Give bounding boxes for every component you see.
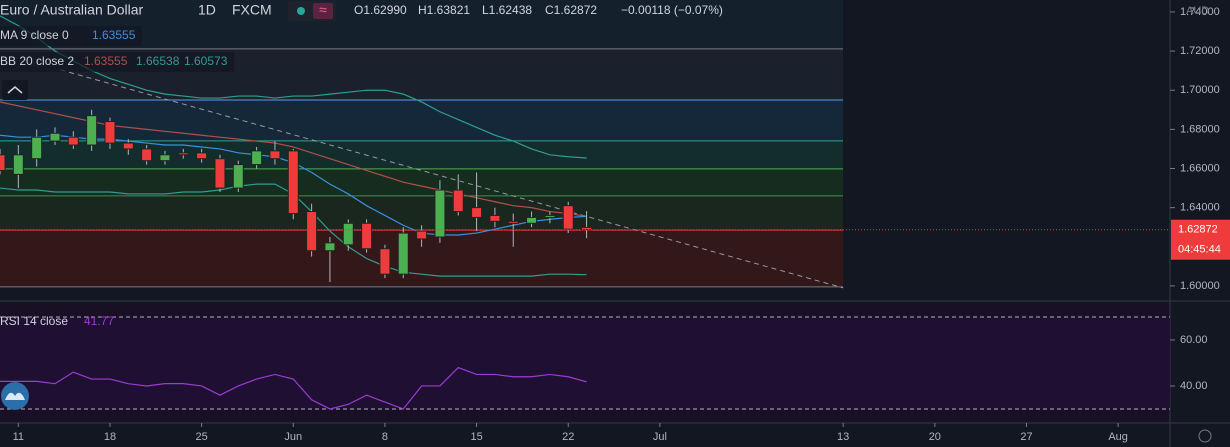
rsi-line xyxy=(0,366,587,410)
x-tick-label: 8 xyxy=(382,431,388,443)
candle-body xyxy=(196,152,208,160)
trend-line xyxy=(60,69,844,289)
ohlc-change: −0.00118 (−0.07%) xyxy=(621,3,723,17)
candle-body xyxy=(67,136,79,146)
candle-body xyxy=(562,205,574,230)
rsi-legend[interactable]: RSI 14 close xyxy=(0,314,68,328)
x-tick-label: 13 xyxy=(837,431,849,443)
candle-body xyxy=(0,154,6,171)
x-tick-label: 25 xyxy=(196,431,208,443)
rsi-value: 41.77 xyxy=(84,314,114,328)
y-tick-label: 1.72000 xyxy=(1180,45,1220,57)
y-tick-label: 1.64000 xyxy=(1180,202,1220,214)
source: FXCM xyxy=(232,2,272,18)
y-tick-label: 1.74000 xyxy=(1180,6,1220,18)
candle-body xyxy=(141,148,153,162)
bb-line xyxy=(0,15,587,159)
collapse-button[interactable] xyxy=(2,80,28,100)
zone-band xyxy=(0,195,843,231)
candle-body xyxy=(324,242,336,252)
bb-line xyxy=(0,101,587,217)
candle-body xyxy=(397,232,409,275)
collapse-icon xyxy=(7,86,23,94)
ma-legend[interactable]: MA 9 close 0 xyxy=(0,28,69,42)
x-tick-label: 15 xyxy=(470,431,482,443)
candle-body xyxy=(287,150,299,215)
candle-body xyxy=(489,214,501,222)
market-status-dot xyxy=(297,7,305,15)
x-tick-label: Jul xyxy=(653,431,667,443)
candle-body xyxy=(251,150,263,166)
x-tick-label: 27 xyxy=(1020,431,1032,443)
settings-icon[interactable] xyxy=(1198,429,1212,443)
interval: 1D xyxy=(198,2,216,18)
candle-body xyxy=(31,136,43,160)
bb-basis-value: 1.63555 xyxy=(84,54,128,68)
bb-legend[interactable]: BB 20 close 2 xyxy=(0,54,74,68)
symbol-title: Euro / Australian Dollar xyxy=(0,2,144,18)
rsi-y-tick-label: 40.00 xyxy=(1180,380,1208,392)
rsi-band-fill xyxy=(0,316,1170,409)
candle-body xyxy=(379,248,391,275)
x-tick-label: Aug xyxy=(1108,431,1128,443)
y-tick-label: 1.60000 xyxy=(1180,280,1220,292)
zone-band xyxy=(0,140,843,169)
candle-body xyxy=(544,214,556,218)
x-tick-label: Jun xyxy=(284,431,302,443)
ohlc-open: O1.62990 xyxy=(354,3,407,17)
x-tick-label: 22 xyxy=(562,431,574,443)
ma-value: 1.63555 xyxy=(92,28,136,42)
candle-body xyxy=(507,220,519,224)
logo-icon xyxy=(5,392,25,400)
zone-band xyxy=(0,100,843,141)
candle-body xyxy=(434,189,446,238)
candle-body xyxy=(269,150,281,160)
last-price-label: 1.62872 xyxy=(1178,224,1218,236)
bb-upper-value: 1.66538 xyxy=(136,54,180,68)
zone-band xyxy=(0,168,843,196)
candle-body xyxy=(581,226,593,231)
candle-body xyxy=(86,115,98,146)
candle-body xyxy=(122,142,134,150)
candle-body xyxy=(361,222,373,250)
currency: AUD xyxy=(1186,5,1209,17)
last-price-badge xyxy=(1171,219,1230,260)
y-tick-label: 1.68000 xyxy=(1180,123,1220,135)
candle-body xyxy=(12,154,24,175)
candle-body xyxy=(232,164,244,189)
candle-body xyxy=(159,154,171,162)
candle-body xyxy=(214,158,226,189)
wave-icon: ≈ xyxy=(319,2,327,18)
bb-lower-value: 1.60573 xyxy=(184,54,228,68)
candle-body xyxy=(104,121,116,144)
candle-body xyxy=(49,132,61,142)
y-tick-label: 1.70000 xyxy=(1180,84,1220,96)
ohlc-high: H1.63821 xyxy=(418,3,470,17)
candle-body xyxy=(177,152,189,156)
candle-body xyxy=(526,216,538,224)
legend-bg xyxy=(0,26,142,46)
y-tick-label: 1.66000 xyxy=(1180,162,1220,174)
countdown: 04:45:44 xyxy=(1178,244,1221,256)
x-tick-label: 11 xyxy=(13,431,24,443)
candle-body xyxy=(471,207,483,218)
legend-bg xyxy=(0,52,234,72)
candle-body xyxy=(306,211,318,252)
wave-icon-box[interactable] xyxy=(313,3,333,19)
ohlc-low: L1.62438 xyxy=(482,3,532,17)
x-tick-label: 18 xyxy=(104,431,116,443)
ohlc-close: C1.62872 xyxy=(545,3,597,17)
x-tick-label: 20 xyxy=(929,431,941,443)
rsi-y-tick-label: 60.00 xyxy=(1180,334,1208,346)
candle-body xyxy=(416,230,428,240)
candle-body xyxy=(452,189,464,213)
candle-body xyxy=(342,222,354,246)
